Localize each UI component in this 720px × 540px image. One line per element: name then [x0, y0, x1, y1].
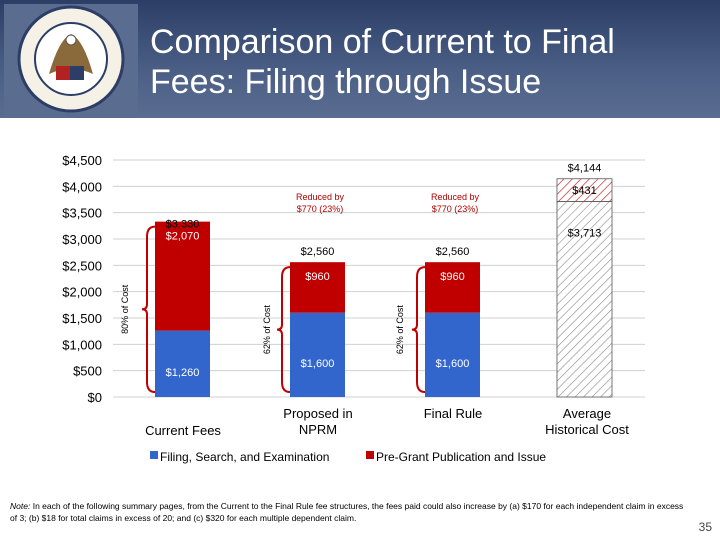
y-tick-label: $4,000 — [62, 179, 102, 194]
x-category-line: Historical Cost — [545, 422, 629, 437]
fee-comparison-chart: $0 $500 $1,000 $1,500 $2,000 $2,500 $3,000 $3,5… — [62, 153, 645, 464]
x-category-line: Final Rule — [424, 406, 483, 421]
total-label: $3,330 — [166, 219, 200, 231]
bar-pre-grant-publication-issue — [155, 221, 210, 331]
x-category-line: Current Fees — [145, 423, 221, 438]
percent-of-cost-label: 80% of Cost — [120, 284, 130, 334]
data-label-pre-grant: $960 — [305, 271, 329, 283]
bar-pre-grant-publication-issue — [290, 262, 345, 313]
x-category-line: Proposed in — [283, 406, 352, 421]
title-banner: Comparison of Current to Final Fees: Fil… — [0, 0, 720, 118]
y-tick-label: $1,500 — [62, 311, 102, 326]
data-label-pre-grant: $960 — [440, 271, 464, 283]
data-label-pre-grant: $431 — [572, 185, 596, 197]
x-category-label: Current Fees — [145, 423, 221, 438]
y-tick-label: $2,000 — [62, 285, 102, 300]
y-tick-label: $4,500 — [62, 153, 102, 168]
percent-of-cost-label: 62% of Cost — [262, 305, 272, 355]
page-title: Comparison of Current to Final Fees: Fil… — [150, 22, 710, 102]
title-line-1: Comparison of Current to Final — [150, 23, 615, 61]
data-label-filing: $1,600 — [436, 358, 470, 370]
total-label: $2,560 — [436, 246, 470, 258]
data-label-filing: $3,713 — [568, 227, 602, 239]
bar-filing-search-examination — [556, 201, 613, 398]
reduced-by-text: Reduced by — [296, 192, 345, 202]
legend: Filing, Search, and Examination Pre-Grant… — [150, 450, 546, 464]
y-tick-label: $0 — [88, 390, 102, 405]
page-number: 35 — [698, 520, 712, 534]
legend-label: Pre-Grant Publication and Issue — [376, 450, 546, 464]
data-label-filing: $1,600 — [301, 358, 335, 370]
bracket — [411, 266, 426, 393]
legend-swatch-red — [366, 451, 374, 459]
y-axis-ticks: $0 $500 $1,000 $1,500 $2,000 $2,500 $3,000 $3,5… — [62, 153, 102, 405]
note-label: Note: — [10, 501, 31, 511]
bracket — [276, 266, 291, 393]
x-category-label: Final Rule — [424, 406, 483, 421]
y-tick-label: $3,000 — [62, 232, 102, 247]
data-label-pre-grant: $2,070 — [166, 231, 200, 243]
uspto-seal-icon — [4, 4, 138, 114]
footnote: Note: In each of the following summary p… — [10, 500, 690, 524]
x-category-line: Average — [563, 406, 611, 421]
note-text: In each of the following summary pages, … — [10, 501, 684, 523]
bar-filing-search-examination — [290, 312, 345, 397]
reduced-by-text: $770 (23%) — [432, 204, 479, 214]
data-labels: $1,260 $2,070 $1,600 $960 $1,600 $960 $3,713 $4… — [166, 163, 602, 379]
percent-of-cost-label: 62% of Cost — [395, 305, 405, 355]
total-label: $4,144 — [568, 163, 602, 175]
bar-pre-grant-publication-issue — [425, 262, 480, 313]
reduced-by-annotation-nprm: Reduced by $770 (23%) — [296, 192, 345, 214]
y-tick-label: $1,000 — [62, 337, 102, 352]
bracket — [141, 225, 156, 393]
y-tick-label: $2,500 — [62, 258, 102, 273]
total-label: $2,560 — [301, 246, 335, 258]
bar-filing-search-examination — [425, 312, 480, 397]
legend-swatch-blue — [150, 451, 158, 459]
bars — [155, 178, 613, 398]
reduced-by-text: $770 (23%) — [297, 204, 344, 214]
data-label-filing: $1,260 — [166, 367, 200, 379]
y-tick-label: $3,500 — [62, 206, 102, 221]
reduced-by-text: Reduced by — [431, 192, 480, 202]
annotations: Reduced by $770 (23%) Reduced by $770 (23%)… — [120, 192, 480, 393]
y-tick-label: $500 — [73, 364, 102, 379]
reduced-by-annotation-final: Reduced by $770 (23%) — [431, 192, 480, 214]
title-line-2: Fees: Filing through Issue — [150, 63, 542, 101]
bar-pre-grant-publication-issue — [556, 178, 613, 202]
bar-filing-search-examination — [155, 330, 210, 397]
legend-label: Filing, Search, and Examination — [160, 450, 329, 464]
x-category-line: NPRM — [299, 422, 337, 437]
